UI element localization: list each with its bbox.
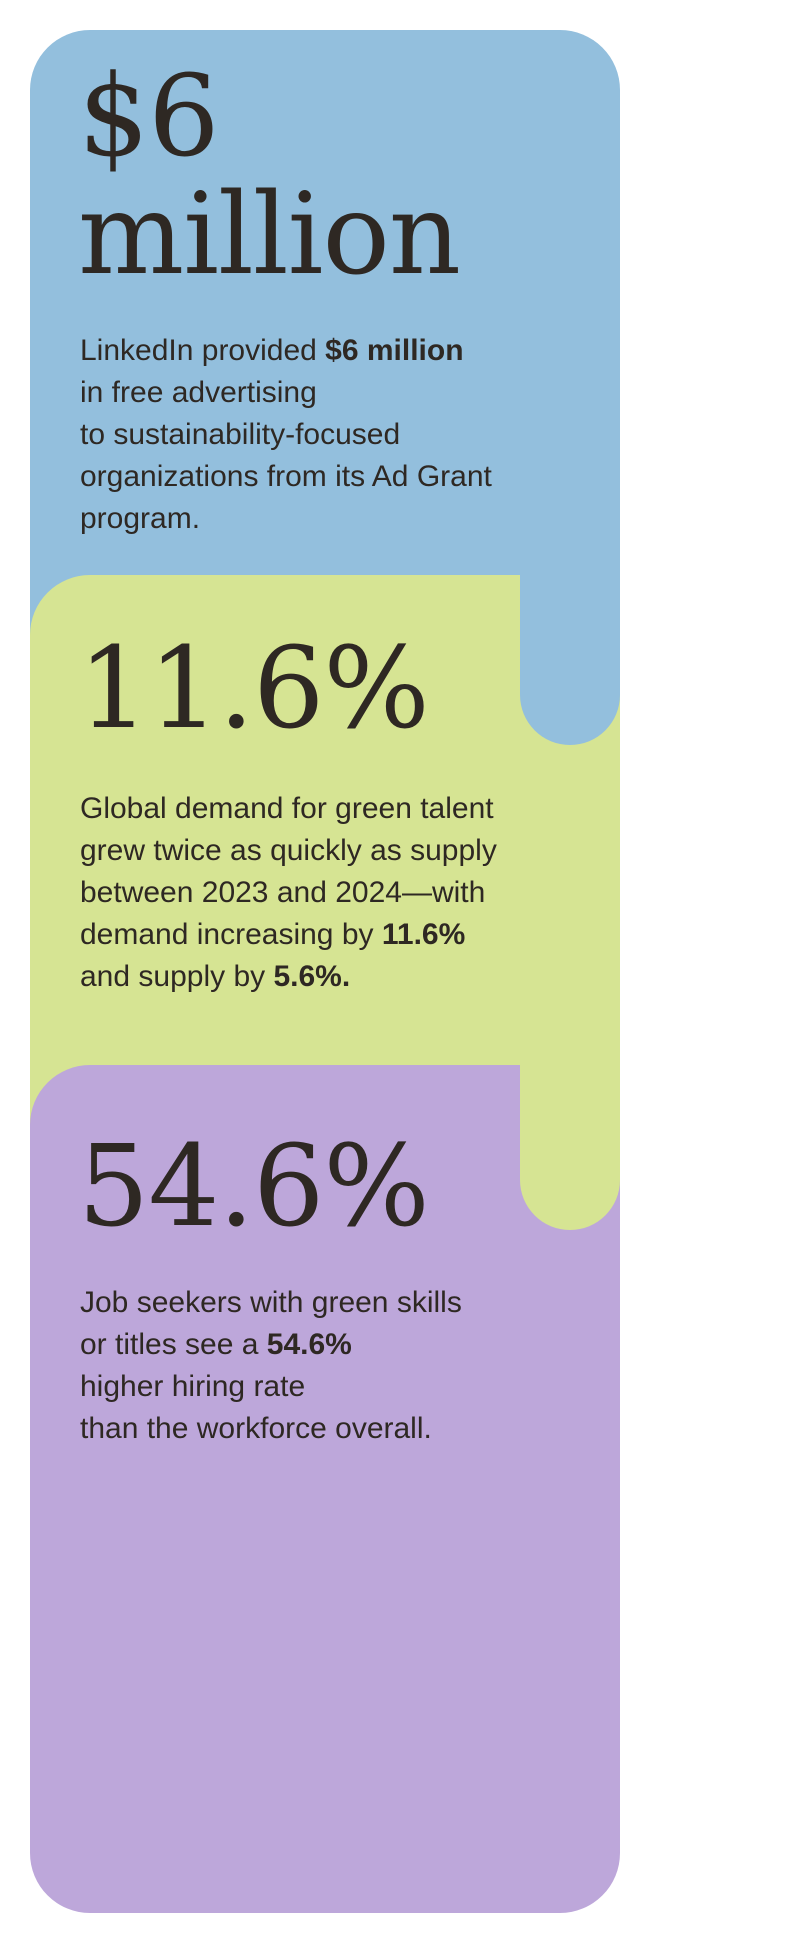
green-talent-card-corner-tab <box>520 1065 620 1230</box>
ad-grant-stat-description: LinkedIn provided $6 million in free adve… <box>80 334 492 535</box>
hiring-rate-stat-description: Job seekers with green skills or titles s… <box>80 1286 462 1445</box>
green-talent-stat-value: 11.6% <box>78 624 430 754</box>
ad-grant-card-corner-tab <box>520 575 620 745</box>
green-talent-stat-description: Global demand for green talent grew twice… <box>80 792 497 993</box>
hiring-rate-stat-value: 54.6% <box>78 1122 430 1252</box>
hiring-rate-card-background <box>30 1065 620 1913</box>
ad-grant-stat-value: $6 million <box>78 52 461 300</box>
